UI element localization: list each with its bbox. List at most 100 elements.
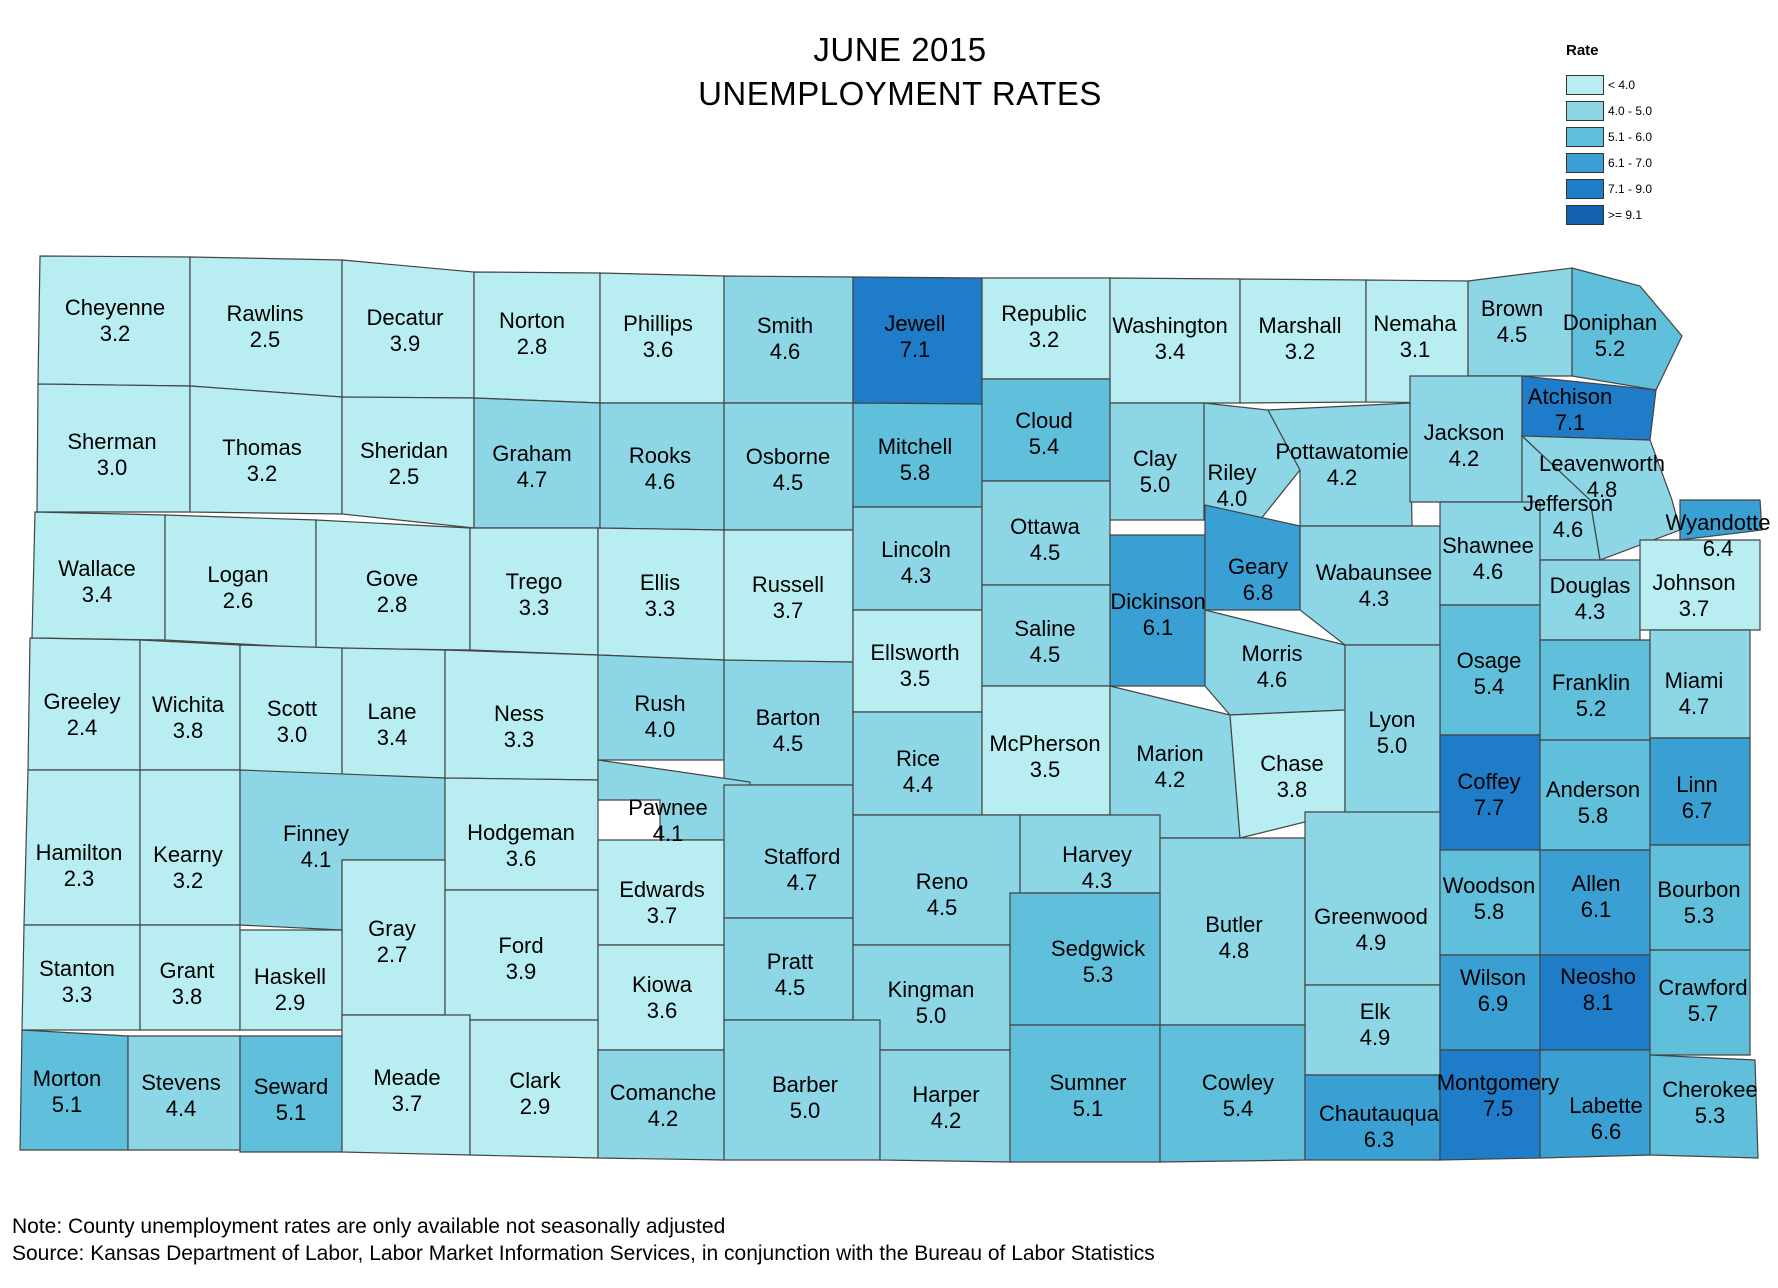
county-rate-osborne: 4.5 [773,470,804,495]
county-name-wabaunsee: Wabaunsee [1316,560,1433,585]
county-rate-lane: 3.4 [377,725,408,750]
county-rate-sumner: 5.1 [1073,1096,1104,1121]
county-name-riley: Riley [1208,460,1257,485]
county-name-rooks: Rooks [629,443,691,468]
legend-entry: 6.1 - 7.0 [1566,150,1756,176]
county-rate-harper: 4.2 [931,1108,962,1133]
county-rate-republic: 3.2 [1029,327,1060,352]
county-rate-barton: 4.5 [773,731,804,756]
county-rate-stanton: 3.3 [62,982,93,1007]
county-rate-brown: 4.5 [1497,322,1528,347]
county-name-jewell: Jewell [884,311,945,336]
county-name-labette: Labette [1569,1093,1642,1118]
county-name-kingman: Kingman [888,977,975,1002]
county-name-atchison: Atchison [1528,384,1612,409]
county-rate-jefferson: 4.6 [1553,517,1584,542]
county-name-marshall: Marshall [1258,313,1341,338]
legend-swatch [1566,153,1604,173]
county-name-mitchell: Mitchell [878,434,953,459]
county-name-doniphan: Doniphan [1563,310,1657,335]
county-name-nemaha: Nemaha [1373,311,1457,336]
county-rate-harvey: 4.3 [1082,868,1113,893]
county-name-lyon: Lyon [1369,707,1416,732]
county-rate-clay: 5.0 [1140,472,1171,497]
county-shapes [19,255,1763,1163]
county-name-smith: Smith [757,313,813,338]
county-name-logan: Logan [207,562,268,587]
county-rate-rice: 4.4 [903,772,934,797]
county-name-bourbon: Bourbon [1657,877,1740,902]
county-name-rawlins: Rawlins [226,301,303,326]
county-rate-pratt: 4.5 [775,975,806,1000]
legend-entry: < 4.0 [1566,72,1756,98]
legend-swatch [1566,75,1604,95]
county-name-jefferson: Jefferson [1523,491,1613,516]
county-name-wichita: Wichita [152,692,225,717]
county-johnson [1639,539,1761,631]
map-title-line1: JUNE 2015 [813,31,987,68]
county-rate-wallace: 3.4 [82,582,113,607]
county-rate-grant: 3.8 [172,984,203,1009]
county-rate-douglas: 4.3 [1575,599,1606,624]
legend-label: 6.1 - 7.0 [1608,156,1653,170]
legend-swatch [1566,205,1604,225]
county-rate-johnson: 3.7 [1679,596,1710,621]
county-name-clay: Clay [1133,446,1177,471]
county-rate-wichita: 3.8 [173,718,204,743]
county-rate-chase: 3.8 [1277,777,1308,802]
county-name-sherman: Sherman [67,429,156,454]
county-name-chautauqua: Chautauqua [1319,1101,1440,1126]
map-notes: Note: County unemployment rates are only… [12,1213,1155,1267]
county-rate-linn: 6.7 [1682,798,1713,823]
county-name-wilson: Wilson [1460,965,1526,990]
county-rate-lyon: 5.0 [1377,733,1408,758]
county-name-decatur: Decatur [366,305,443,330]
county-name-pratt: Pratt [767,949,813,974]
county-name-meade: Meade [373,1065,440,1090]
county-name-greeley: Greeley [43,689,120,714]
county-name-woodson: Woodson [1443,873,1536,898]
county-rate-woodson: 5.8 [1474,899,1505,924]
county-name-hamilton: Hamilton [36,840,123,865]
county-name-cowley: Cowley [1202,1070,1274,1095]
legend-entry: 4.0 - 5.0 [1566,98,1756,124]
county-name-dickinson: Dickinson [1110,589,1205,614]
county-name-marion: Marion [1136,741,1203,766]
county-rate-neosho: 8.1 [1583,990,1614,1015]
county-name-leavenworth: Leavenworth [1539,451,1665,476]
map-title: JUNE 2015 UNEMPLOYMENT RATES [0,28,1778,116]
county-rate-comanche: 4.2 [648,1106,679,1131]
county-rate-clark: 2.9 [520,1094,551,1119]
county-name-pottawatomie: Pottawatomie [1275,439,1408,464]
county-name-grant: Grant [159,958,214,983]
county-name-mcpherson: McPherson [989,731,1100,756]
county-rate-bourbon: 5.3 [1684,903,1715,928]
county-rate-rush: 4.0 [645,717,676,742]
county-rate-gray: 2.7 [377,942,408,967]
county-rate-russell: 3.7 [773,598,804,623]
county-rate-stevens: 4.4 [166,1096,197,1121]
county-rate-morton: 5.1 [52,1092,83,1117]
county-name-brown: Brown [1481,296,1543,321]
county-name-coffey: Coffey [1457,769,1520,794]
county-name-ellis: Ellis [640,570,680,595]
county-name-morton: Morton [33,1066,101,1091]
legend-label: 4.0 - 5.0 [1608,104,1653,118]
county-name-osage: Osage [1457,648,1522,673]
county-cherokee [1649,1054,1759,1159]
county-rate-gove: 2.8 [377,592,408,617]
county-rate-pawnee: 4.1 [653,821,684,846]
county-rate-geary: 6.8 [1243,580,1274,605]
county-rate-saline: 4.5 [1030,642,1061,667]
county-rate-franklin: 5.2 [1576,696,1607,721]
county-name-morris: Morris [1241,641,1302,666]
county-name-miami: Miami [1665,668,1724,693]
county-name-wyandotte: Wyandotte [1666,510,1771,535]
legend-title: Rate [1566,42,1599,59]
county-name-harper: Harper [912,1082,979,1107]
legend-swatch [1566,101,1604,121]
county-rate-greeley: 2.4 [67,715,98,740]
county-rate-labette: 6.6 [1591,1119,1622,1144]
county-rate-kiowa: 3.6 [647,998,678,1023]
county-rate-ottawa: 4.5 [1030,540,1061,565]
